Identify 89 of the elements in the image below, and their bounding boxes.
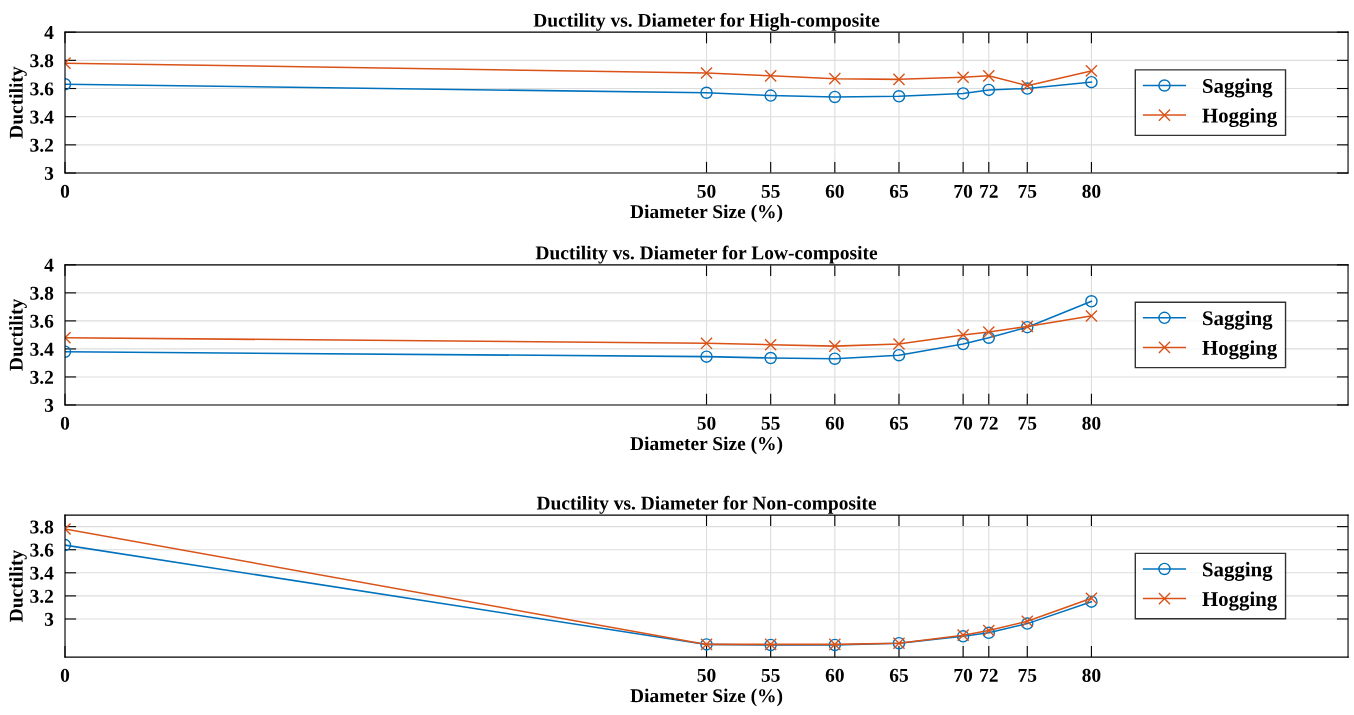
point [1085, 64, 1098, 78]
point [892, 90, 906, 103]
point [982, 325, 996, 339]
point [700, 66, 713, 80]
x-tick-label: 72 [980, 416, 998, 430]
point [764, 69, 777, 83]
x-tick-label: 70 [954, 668, 973, 682]
y-axis-title: Ductility [9, 550, 27, 622]
x-tick-label: 50 [697, 184, 716, 198]
point [764, 351, 777, 365]
point [1085, 309, 1098, 323]
y-tick-label: 3.6 [30, 543, 54, 557]
x-tick-label: 65 [889, 668, 908, 682]
x-tick-label: 72 [980, 668, 998, 682]
x-tick-label: 75 [1018, 416, 1037, 430]
x-tick-label: 80 [1082, 184, 1101, 198]
point [982, 83, 996, 97]
x-tick-label: 65 [889, 416, 908, 430]
y-tick-label: 3.8 [30, 520, 54, 534]
point [1085, 595, 1098, 608]
point [700, 86, 713, 99]
y-tick-label: 4 [44, 258, 54, 272]
x-tick-label: 75 [1018, 668, 1037, 682]
point [1085, 75, 1098, 89]
x-axis-title: Diameter Size (%) [630, 688, 783, 707]
point [1085, 295, 1098, 308]
x-tick-label: 50 [697, 416, 716, 430]
x-tick-label: 0 [60, 416, 70, 430]
point [700, 337, 713, 350]
x-tick-label: 80 [1082, 668, 1101, 682]
point [956, 87, 970, 100]
legend-label: Hogging [1202, 340, 1278, 360]
x-tick-label: 55 [761, 416, 780, 430]
point [956, 337, 970, 351]
y-tick-label: 3.2 [30, 138, 54, 152]
x-tick-label: 65 [889, 184, 908, 198]
y-tick-label: 3.4 [30, 342, 54, 356]
y-axis-title: Ductility [9, 66, 27, 139]
point [764, 338, 777, 351]
y-tick-label: 3.6 [30, 314, 54, 328]
x-tick-label: 55 [761, 668, 780, 682]
chart-title: Ductility vs. Diameter for Non-composite [536, 495, 877, 514]
y-tick-label: 3.8 [30, 286, 54, 300]
legend-label: Sagging [1203, 561, 1273, 581]
y-tick-label: 3.2 [30, 370, 54, 384]
y-tick-label: 3.6 [30, 82, 54, 96]
x-axis-title: Diameter Size (%) [630, 204, 783, 223]
point [892, 73, 906, 86]
x-axis-title: Diameter Size (%) [630, 436, 783, 455]
point [982, 331, 996, 344]
point [764, 89, 777, 102]
point [892, 337, 906, 351]
x-tick-label: 80 [1082, 416, 1101, 430]
y-tick-label: 3.8 [30, 54, 54, 68]
legend-label: Sagging [1203, 310, 1273, 330]
point [828, 72, 842, 85]
point [700, 350, 713, 363]
x-tick-label: 72 [980, 184, 998, 198]
legend-label: Hogging [1202, 107, 1278, 127]
x-tick-label: 0 [60, 668, 70, 682]
x-tick-label: 50 [697, 668, 716, 682]
y-tick-label: 3.2 [30, 589, 54, 603]
point [828, 90, 842, 104]
point [982, 69, 996, 83]
point [956, 70, 970, 84]
point [1085, 591, 1098, 605]
x-tick-label: 60 [825, 416, 844, 430]
chart-title: Ductility vs. Diameter for High-composite [533, 12, 880, 31]
x-tick-label: 55 [761, 184, 780, 198]
point [828, 352, 842, 365]
point [892, 348, 906, 362]
y-tick-label: 3.4 [30, 566, 54, 580]
y-tick-label: 3 [44, 398, 54, 412]
point [956, 328, 970, 342]
y-tick-label: 4 [44, 26, 54, 39]
legend-label: Hogging [1202, 591, 1278, 611]
point [828, 339, 842, 353]
y-tick-label: 3 [44, 166, 54, 180]
y-tick-label: 3 [44, 612, 54, 626]
x-tick-label: 0 [60, 184, 70, 198]
y-axis-title: Ductility [9, 298, 27, 371]
x-tick-label: 70 [954, 184, 973, 198]
x-tick-label: 60 [825, 668, 844, 682]
x-tick-label: 60 [825, 184, 844, 198]
y-tick-label: 3.4 [30, 110, 54, 124]
x-tick-label: 75 [1018, 184, 1037, 198]
chart-title: Ductility vs. Diameter for Low-composite [535, 245, 878, 264]
x-tick-label: 70 [954, 416, 973, 430]
legend-label: Sagging [1203, 78, 1273, 98]
